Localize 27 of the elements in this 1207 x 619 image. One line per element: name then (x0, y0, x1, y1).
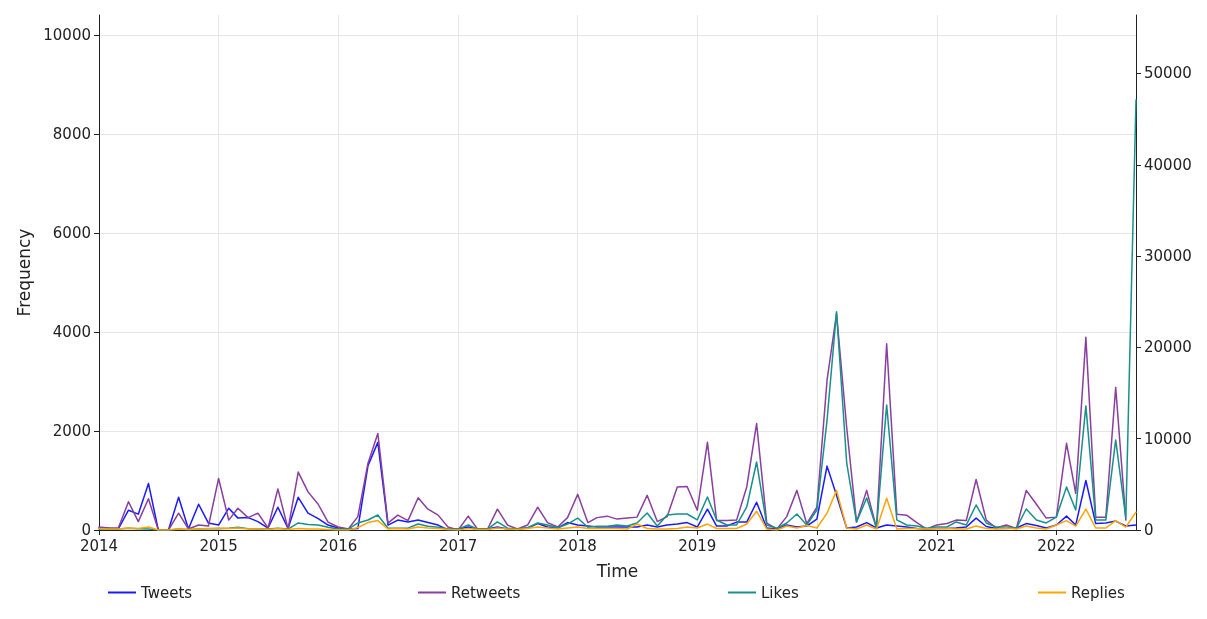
y2-tick-label: 10000 (1144, 429, 1192, 448)
y-tick-label: 10000 (43, 25, 91, 44)
y-tick-label: 2000 (52, 421, 91, 440)
legend-label: Retweets (451, 583, 521, 602)
y-tick-label: 6000 (52, 223, 91, 242)
y-axis-title: Frequency (13, 228, 34, 317)
x-tick-label: 2015 (199, 536, 238, 555)
x-tick-label: 2018 (558, 536, 597, 555)
x-tick-label: 2016 (319, 536, 358, 555)
y2-tick-label: 0 (1144, 521, 1154, 539)
x-tick-label: 2017 (439, 536, 478, 555)
x-tick-label: 2021 (917, 536, 956, 555)
x-tick-label: 2019 (678, 536, 717, 555)
legend-label: Tweets (140, 583, 193, 602)
legend-label: Replies (1071, 583, 1126, 602)
y2-tick-label: 30000 (1144, 247, 1192, 266)
y2-tick-label: 20000 (1144, 338, 1192, 357)
x-axis-title: Time (595, 560, 639, 581)
x-tick-label: 2022 (1037, 536, 1076, 555)
y-tick-label: 4000 (52, 322, 91, 341)
y-tick-label: 8000 (52, 124, 91, 143)
x-tick-label: 2020 (797, 536, 836, 555)
legend-label: Likes (761, 583, 799, 602)
y2-tick-label: 50000 (1144, 64, 1192, 83)
y-tick-label: 0 (81, 521, 91, 539)
y2-tick-label: 40000 (1144, 155, 1192, 174)
x-tick-label: 2014 (79, 536, 119, 555)
